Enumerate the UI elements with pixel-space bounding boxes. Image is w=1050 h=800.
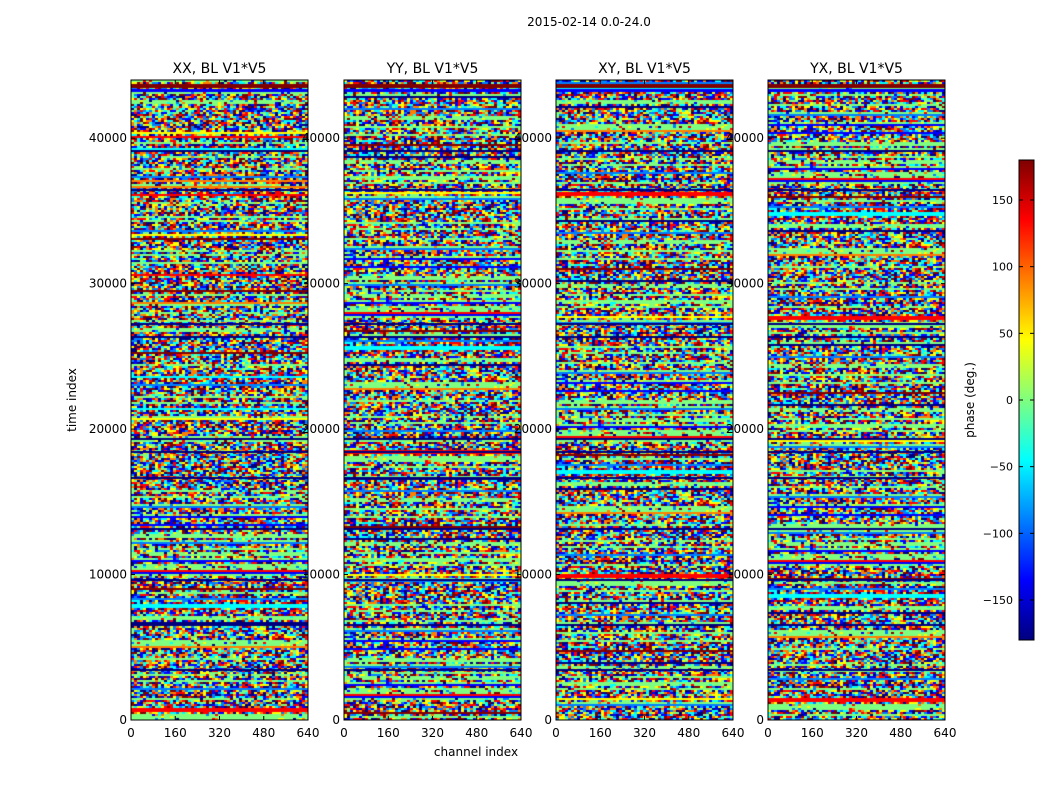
panel-yy: YY, BL V1*V5 0 160 320 480 640 0 10000 20000 3000… [302, 61, 533, 740]
colorbar-ticks: 150 100 50 0 −50 −100 −150 [983, 194, 1034, 607]
y-tick-label: 20000 [89, 422, 127, 436]
y-tick-label: 40000 [514, 131, 552, 145]
y-tick-label: 10000 [302, 568, 340, 582]
colorbar-tick-label: −150 [983, 594, 1013, 607]
y-tick-label: 40000 [89, 131, 127, 145]
x-tick-label: 0 [340, 726, 348, 740]
x-tick-label: 480 [677, 726, 700, 740]
x-tick-label: 640 [297, 726, 320, 740]
colorbar-tick-label: 150 [992, 194, 1013, 207]
y-tick-label: 0 [332, 713, 340, 727]
panel-title: YX, BL V1*V5 [809, 61, 903, 77]
y-tick-label: 20000 [514, 422, 552, 436]
x-tick-label: 640 [722, 726, 745, 740]
panel-title: XY, BL V1*V5 [598, 61, 691, 77]
colorbar-label: phase (deg.) [963, 362, 977, 438]
y-tick-label: 20000 [726, 422, 764, 436]
y-axis-label: time index [65, 368, 79, 432]
x-tick-label: 320 [845, 726, 868, 740]
panel-xy: XY, BL V1*V5 0 160 320 480 640 0 10000 20000 3000… [514, 61, 745, 740]
x-tick-label: 160 [164, 726, 187, 740]
x-axis-label: channel index [434, 745, 518, 759]
x-tick-label: 160 [377, 726, 400, 740]
colorbar: 150 100 50 0 −50 −100 −150 phase (deg.) [963, 159, 1035, 641]
x-tick-label: 640 [510, 726, 533, 740]
colorbar-tick-label: 0 [1006, 394, 1013, 407]
x-tick-label: 480 [465, 726, 488, 740]
x-tick-label: 160 [801, 726, 824, 740]
y-tick-label: 30000 [726, 277, 764, 291]
colorbar-tick-label: −100 [983, 527, 1013, 540]
figure-suptitle: 2015-02-14 0.0-24.0 [527, 15, 651, 29]
panel-xx-image [131, 80, 308, 720]
colorbar-tick-label: −50 [990, 461, 1013, 474]
panel-yx: YX, BL V1*V5 0 160 320 480 640 0 10000 20000 3000… [726, 61, 957, 740]
panel-yx-image [768, 80, 945, 720]
y-tick-label: 40000 [726, 131, 764, 145]
y-tick-label: 30000 [89, 277, 127, 291]
x-tick-label: 320 [208, 726, 231, 740]
y-tick-label: 30000 [514, 277, 552, 291]
y-tick-label: 30000 [302, 277, 340, 291]
panel-title: YY, BL V1*V5 [386, 61, 479, 77]
y-tick-label: 10000 [514, 568, 552, 582]
x-tick-label: 160 [589, 726, 612, 740]
y-tick-label: 10000 [726, 568, 764, 582]
panel-yy-image [344, 80, 521, 720]
x-tick-label: 320 [633, 726, 656, 740]
y-tick-label: 0 [544, 713, 552, 727]
x-tick-label: 0 [127, 726, 135, 740]
colorbar-tick-label: 100 [992, 261, 1013, 274]
x-tick-label: 320 [421, 726, 444, 740]
panels: XX, BL V1*V5 0 160 320 480 640 0 10000 20000 3000… [89, 61, 957, 740]
y-tick-label: 40000 [302, 131, 340, 145]
colorbar-tick-label: 50 [999, 327, 1013, 340]
x-tick-label: 640 [934, 726, 957, 740]
y-tick-label: 20000 [302, 422, 340, 436]
x-tick-label: 0 [552, 726, 560, 740]
y-tick-label: 0 [119, 713, 127, 727]
x-tick-label: 0 [764, 726, 772, 740]
y-tick-label: 10000 [89, 568, 127, 582]
panel-title: XX, BL V1*V5 [173, 61, 267, 77]
y-tick-label: 0 [756, 713, 764, 727]
x-tick-label: 480 [889, 726, 912, 740]
x-tick-label: 480 [252, 726, 275, 740]
panel-xy-image [556, 80, 733, 720]
panel-xx: XX, BL V1*V5 0 160 320 480 640 0 10000 20000 3000… [89, 61, 320, 740]
